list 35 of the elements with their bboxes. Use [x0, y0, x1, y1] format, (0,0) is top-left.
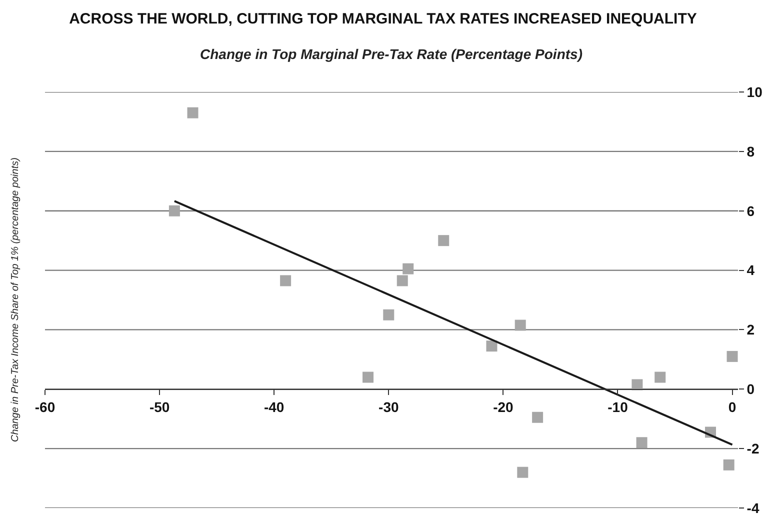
point	[168, 205, 180, 216]
point	[362, 372, 374, 383]
x-tick-label: -20	[493, 398, 514, 415]
y-tick-label: 6	[746, 202, 755, 219]
x-tick-label: -60	[34, 398, 56, 415]
point	[517, 466, 528, 478]
point	[438, 235, 450, 246]
point	[280, 275, 292, 286]
y-tick-label: 10	[746, 84, 763, 100]
chart-title: ACROSS THE WORLD, CUTTING TOP MARGINAL TAX RATES INCREASED INEQUALITY	[69, 10, 697, 28]
point	[723, 459, 734, 470]
x-axis-title: Change in Top Marginal Pre-Tax Rate (Percentage Points)	[200, 46, 583, 62]
point	[726, 350, 738, 362]
point	[654, 372, 666, 383]
point	[632, 379, 643, 390]
point	[532, 412, 544, 423]
x-tick-label: -10	[608, 398, 628, 415]
x-tick-label: -50	[149, 398, 170, 415]
y-tick-label: 2	[746, 322, 755, 338]
point	[486, 340, 498, 352]
x-tick-label: 0	[728, 398, 736, 415]
y-axis-title: Change in Pre-Tax Income Share of Top 1% (percentage points)	[10, 158, 21, 442]
y-tick-label: -2	[746, 440, 760, 456]
point	[402, 263, 414, 274]
point	[383, 309, 394, 320]
point	[636, 437, 648, 448]
point	[514, 320, 526, 331]
y-tick-label: -4	[746, 500, 760, 516]
point	[187, 107, 198, 118]
y-tick-label: 8	[746, 143, 755, 160]
x-tick-label: -30	[378, 398, 399, 415]
point	[396, 275, 408, 286]
x-tick-label: -40	[264, 398, 284, 415]
y-tick-label: 4	[746, 262, 755, 278]
y-tick-label: 0	[746, 381, 755, 398]
